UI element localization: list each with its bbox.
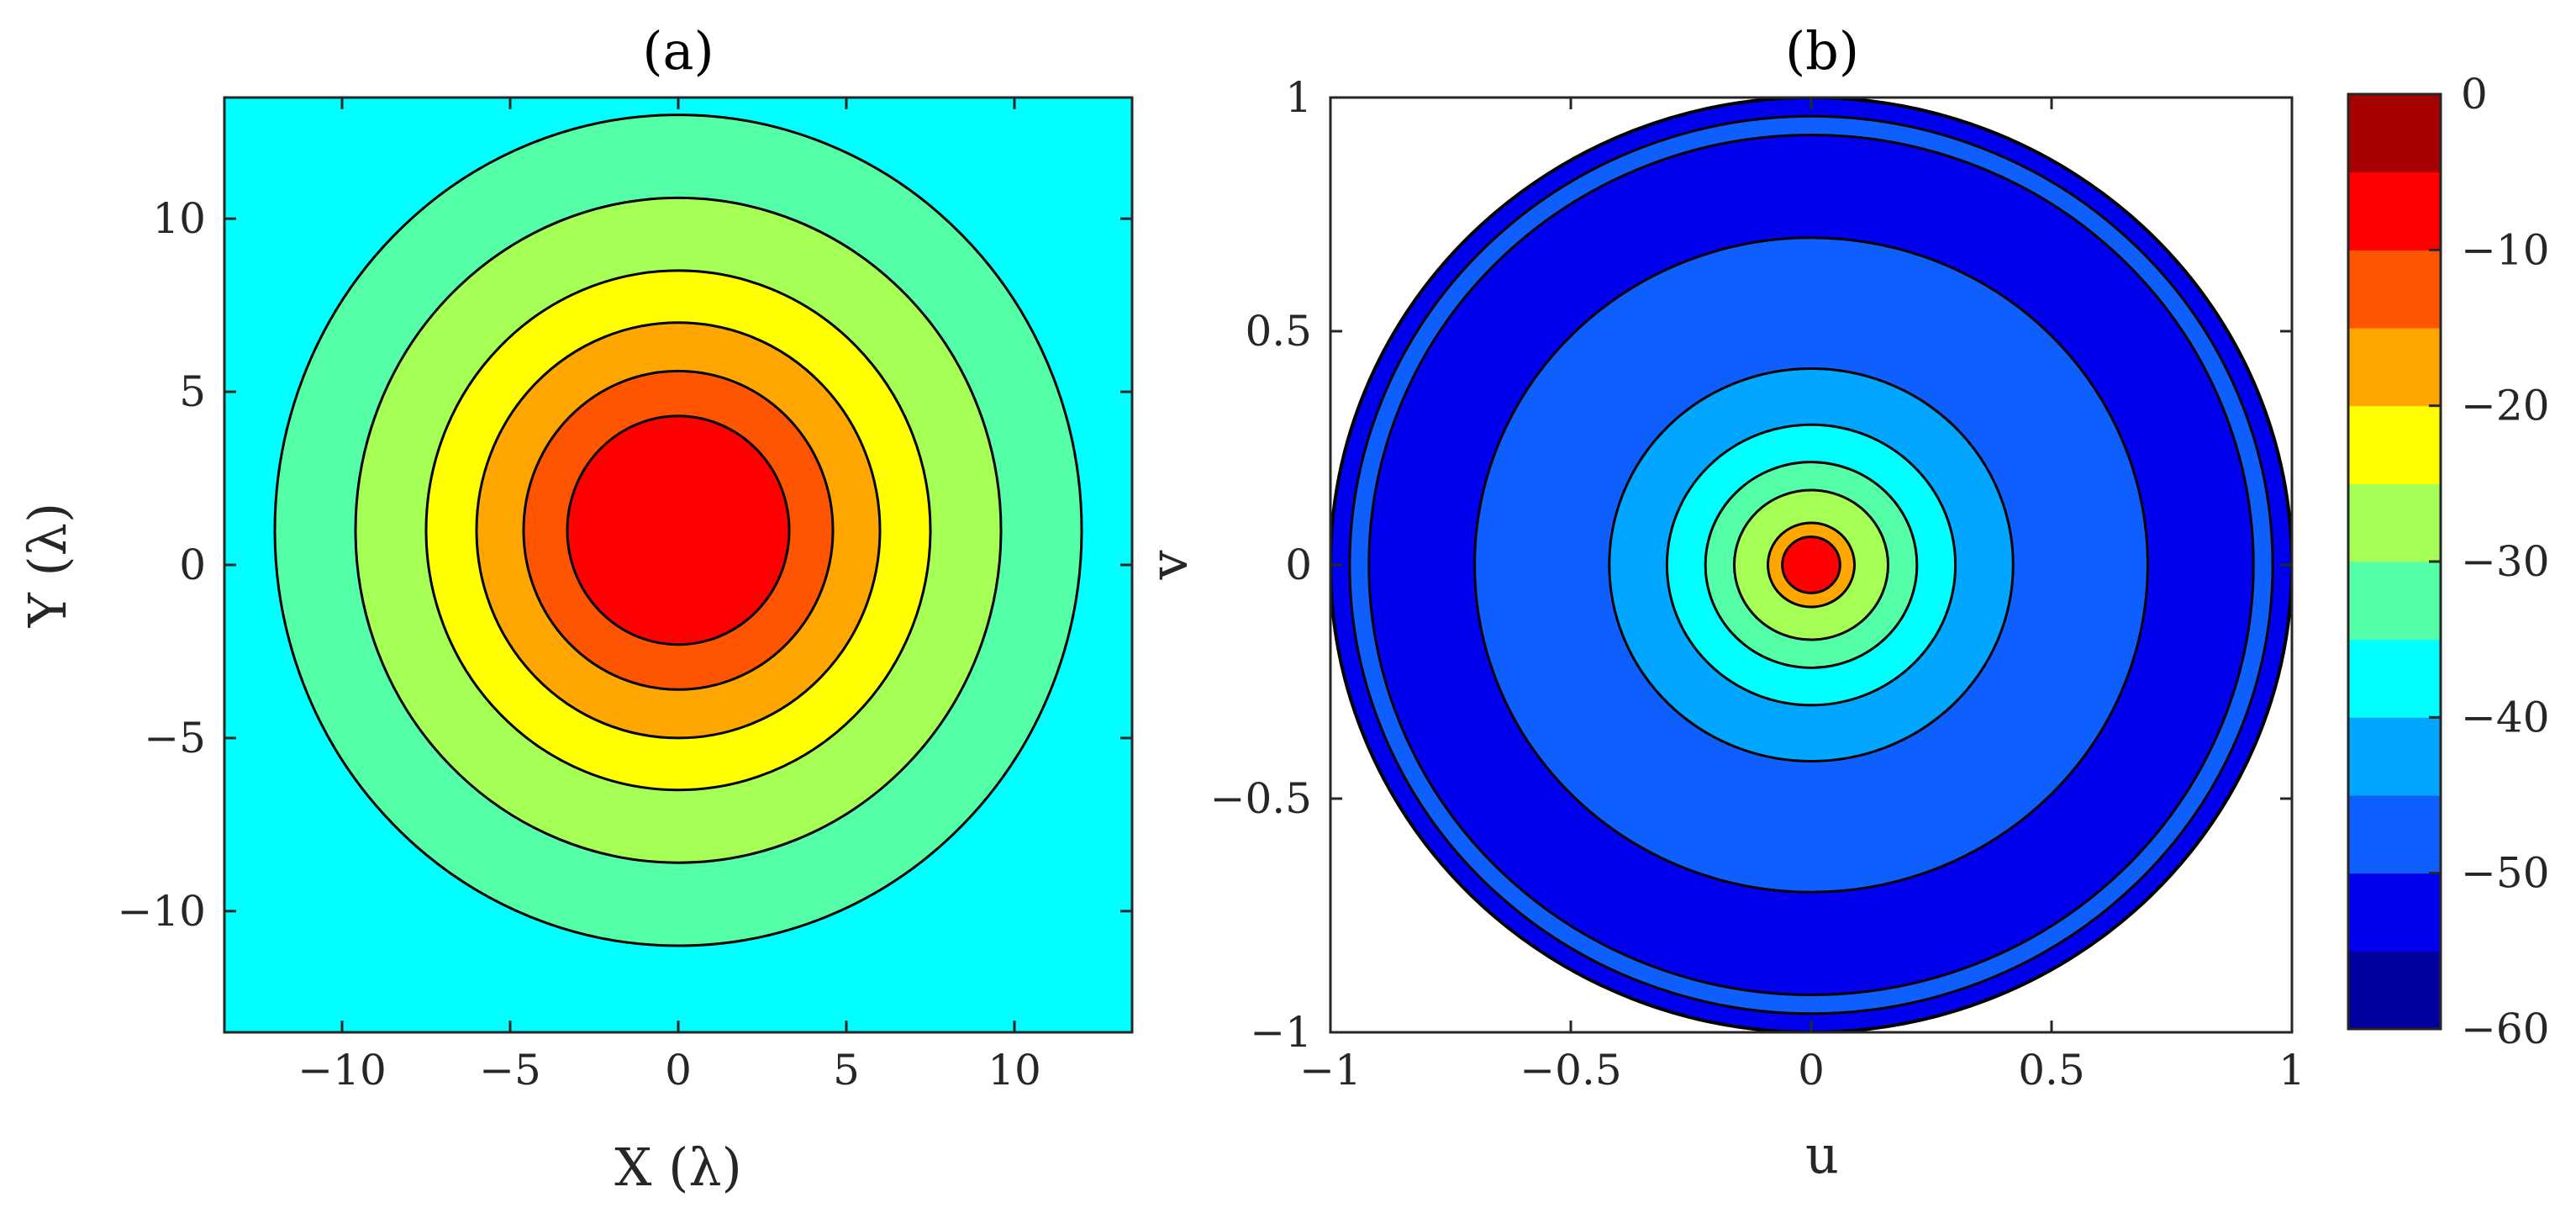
colorbar-tick-label: 0 xyxy=(2461,70,2488,119)
panel-b-ylabel: v xyxy=(1138,550,1199,580)
panel-b-ytick-label: −1 xyxy=(1250,1008,1312,1057)
colorbar-segment xyxy=(2348,483,2441,562)
colorbar-segment xyxy=(2348,795,2441,874)
panel-a-xtick-label: −5 xyxy=(479,1046,541,1095)
colorbar-tick-label: −20 xyxy=(2461,382,2550,430)
colorbar-tick-label: −10 xyxy=(2461,225,2550,274)
panel-a-xtick-label: 0 xyxy=(665,1046,692,1095)
panel-b-ticks: −1 −0.5 0 0.5 1 −1 −0.5 0 0.5 1 xyxy=(1210,73,2305,1095)
colorbar-tick-label: −50 xyxy=(2461,849,2550,898)
colorbar-tick-label: −30 xyxy=(2461,537,2550,586)
panel-b-xtick-label: −1 xyxy=(1299,1046,1362,1095)
panel-b-xtick-label: 1 xyxy=(2278,1046,2305,1095)
colorbar-segment xyxy=(2348,717,2441,796)
colorbar-segment xyxy=(2348,328,2441,407)
panel-a-ytick-label: 5 xyxy=(179,367,206,416)
colorbar-segment xyxy=(2348,94,2441,173)
colorbar-segment xyxy=(2348,171,2441,251)
colorbar-segment xyxy=(2348,873,2441,952)
panel-b-ytick-label: 0 xyxy=(1285,541,1312,589)
panel-a-ytick-label: −5 xyxy=(144,714,206,762)
panel-a-ytick-label: −10 xyxy=(117,887,206,936)
panel-a-title: (a) xyxy=(642,20,714,82)
panel-a-ylabel: Y (λ) xyxy=(17,503,78,628)
colorbar: 0 −10 −20 −30 −40 −50 −60 xyxy=(2347,70,2550,1053)
colorbar-segment xyxy=(2348,639,2441,718)
panel-a-xtick-label: 5 xyxy=(833,1046,860,1095)
panel-b-xtick-label: −0.5 xyxy=(1520,1046,1621,1095)
panel-b-contour-ring-8 xyxy=(1781,535,1841,594)
colorbar-tick-label: −60 xyxy=(2461,1005,2550,1053)
panel-a-plot-area xyxy=(224,98,1132,1032)
panel-b-xtick-label: 0 xyxy=(1798,1046,1825,1095)
panel-b-title: (b) xyxy=(1785,20,1859,82)
colorbar-tick-label: −40 xyxy=(2461,693,2550,741)
panel-a-contour-ring-6 xyxy=(566,414,791,646)
panel-a-xtick-label: 10 xyxy=(988,1046,1041,1095)
panel-b: (b) −1 −0.5 0 0.5 1 −1 −0.5 0 0.5 1 u v xyxy=(1138,20,2305,1185)
colorbar-segment xyxy=(2348,405,2441,484)
panel-a-xlabel: X (λ) xyxy=(614,1137,742,1198)
panel-b-plot-area xyxy=(1330,98,2292,1032)
panel-a-ticks: −10 −5 0 5 10 −10 −5 0 5 10 xyxy=(117,98,1132,1095)
panel-b-ytick-label: 1 xyxy=(1285,73,1312,122)
panel-b-ytick-label: 0.5 xyxy=(1245,307,1312,356)
colorbar-segment xyxy=(2348,951,2441,1030)
panel-b-xtick-label: 0.5 xyxy=(2018,1046,2085,1095)
panel-a-xtick-label: −10 xyxy=(298,1046,387,1095)
panel-a-ytick-label: 10 xyxy=(152,194,206,243)
panel-b-ytick-label: −0.5 xyxy=(1210,774,1312,823)
panel-a: (a) −10 −5 0 5 10 −10 −5 0 5 10 X (λ) Y (λ) xyxy=(17,20,1134,1198)
colorbar-segment xyxy=(2348,250,2441,329)
panel-b-xlabel: u xyxy=(1805,1124,1839,1185)
colorbar-segment xyxy=(2348,562,2441,641)
panel-a-ytick-label: 0 xyxy=(179,541,206,589)
